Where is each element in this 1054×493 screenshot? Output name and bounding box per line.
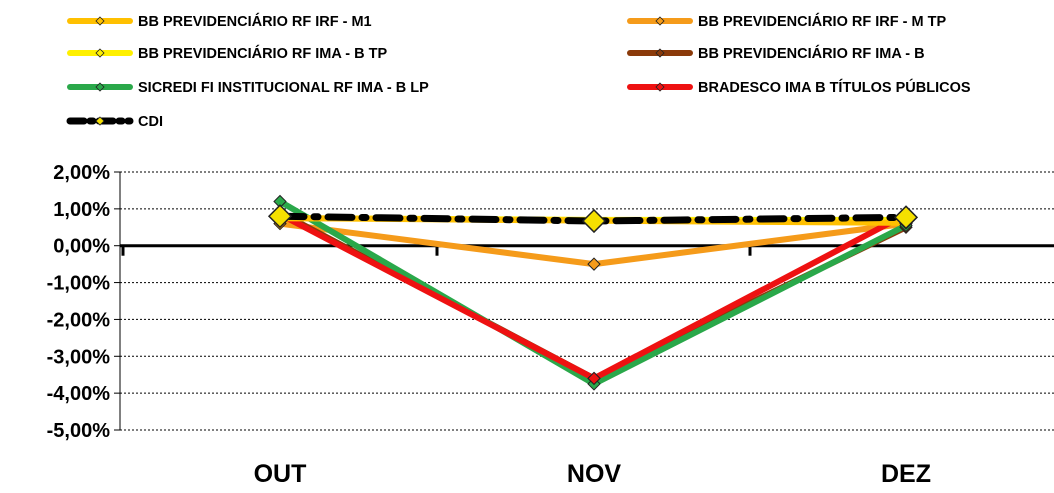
x-tick-label: NOV [567,460,622,488]
legend-item-sicredi-fi-institucional-rf-ima-b-lp: SICREDI FI INSTITUCIONAL RF IMA - B LP [67,80,429,96]
legend-label: CDI [138,114,163,130]
legend-swatch-marker [655,16,665,26]
data-point-cdi [893,205,919,230]
series-line-bradesco-ima-b-titulos-publicos [277,211,909,382]
legend-item-bb-previdenciario-rf-ima-b: BB PREVIDENCIÁRIO RF IMA - B [627,45,925,62]
x-axis-tick-labels: OUT NOV DEZ [254,460,931,488]
axes [114,171,1054,431]
y-tick-label: -4,00% [47,383,111,405]
legend-swatch-marker [95,116,105,126]
y-tick-label: 2,00% [53,162,110,184]
legend-swatch-marker [95,48,105,58]
legend-item-bb-previdenciario-rf-irf-m-tp: BB PREVIDENCIÁRIO RF IRF - M TP [627,13,946,30]
data-point-cdi [267,204,293,229]
legend-item-bb-previdenciario-rf-irf-m1: BB PREVIDENCIÁRIO RF IRF - M1 [67,13,372,30]
y-tick-label: 1,00% [53,199,110,221]
x-tick-label: OUT [254,460,307,488]
x-tick-label: DEZ [881,460,931,488]
data-point-cdi [581,208,607,234]
legend: BB PREVIDENCIÁRIO RF IRF - M1 BB PREVIDEN… [66,13,971,130]
legend-label: BB PREVIDENCIÁRIO RF IRF - M TP [698,13,946,30]
legend-label: BB PREVIDENCIÁRIO RF IMA - B TP [138,45,388,62]
legend-swatch-marker [655,48,665,58]
legend-item-cdi: CDI [66,114,163,130]
y-axis-tick-labels: 2,00% 1,00% 0,00% -1,00% -2,00% -3,00% -4,00% -… [47,162,111,442]
y-tick-label: 0,00% [53,236,110,258]
legend-swatch-marker [655,82,665,92]
legend-item-bb-previdenciario-rf-ima-b-tp: BB PREVIDENCIÁRIO RF IMA - B TP [67,45,388,62]
legend-swatch-marker [95,82,105,92]
data-point-bb-previdenciario-rf-irf-m-tp [587,257,601,271]
legend-item-bradesco-ima-b-titulos-publicos: BRADESCO IMA B TÍTULOS PÚBLICOS [627,78,971,96]
legend-label: BB PREVIDENCIÁRIO RF IMA - B [698,45,925,62]
gridlines [120,171,1054,431]
legend-label: BB PREVIDENCIÁRIO RF IRF - M1 [138,13,372,30]
y-tick-label: -3,00% [47,346,111,368]
legend-label: BRADESCO IMA B TÍTULOS PÚBLICOS [698,78,971,96]
y-tick-label: -2,00% [47,309,111,331]
data-point-bradesco-ima-b-titulos-publicos [587,371,601,386]
series-markers [267,194,919,391]
y-tick-label: -5,00% [47,420,111,442]
y-tick-label: -1,00% [47,273,111,295]
legend-label: SICREDI FI INSTITUCIONAL RF IMA - B LP [138,80,429,96]
legend-swatch-marker [95,16,105,26]
